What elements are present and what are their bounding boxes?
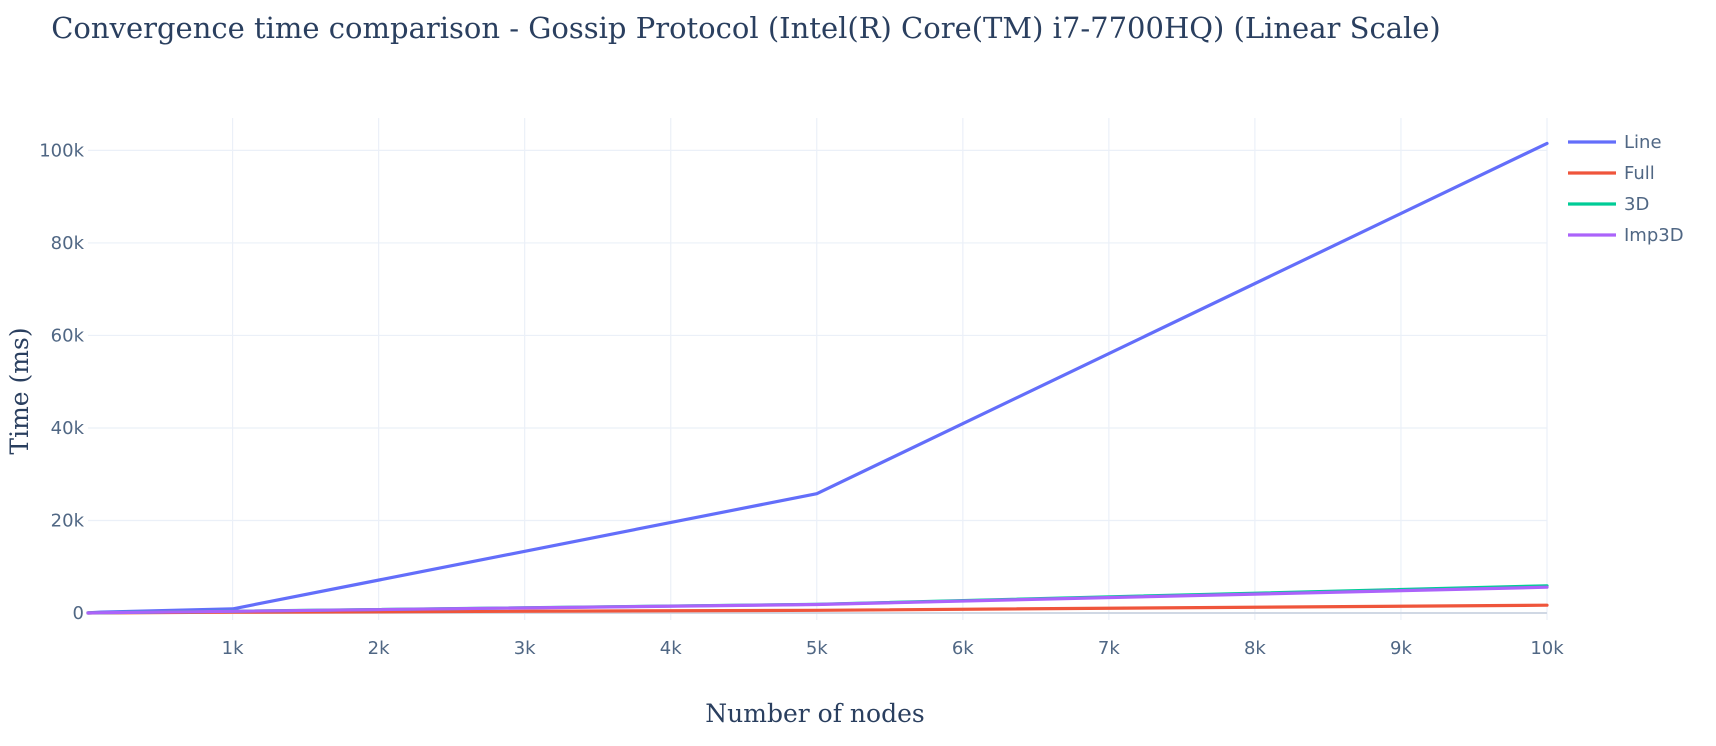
y-tick-label: 0: [73, 603, 84, 624]
x-tick-label: 1k: [222, 638, 244, 659]
x-tick-label: 4k: [660, 638, 682, 659]
y-axis-title: Time (ms): [5, 327, 34, 454]
legend-label: Imp3D: [1624, 225, 1684, 246]
x-tick-label: 6k: [952, 638, 974, 659]
x-tick-label: 2k: [368, 638, 390, 659]
legend-item-3d[interactable]: 3D: [1568, 194, 1649, 215]
plot-area: [86, 141, 1549, 615]
legend-item-line[interactable]: Line: [1568, 132, 1662, 153]
y-tick-label: 80k: [51, 233, 85, 254]
y-tick-label: 60k: [51, 325, 85, 346]
legend-label: 3D: [1624, 194, 1649, 215]
y-tick-label: 40k: [51, 418, 85, 439]
x-axis-title: Number of nodes: [705, 699, 924, 728]
x-tick-label: 3k: [514, 638, 536, 659]
legend-label: Full: [1624, 163, 1655, 184]
x-tick-label: 7k: [1098, 638, 1120, 659]
legend-item-imp3d[interactable]: Imp3D: [1568, 225, 1684, 246]
x-tick-label: 8k: [1244, 638, 1266, 659]
x-tick-label: 9k: [1390, 638, 1412, 659]
chart-title: Convergence time comparison - Gossip Pro…: [51, 11, 1441, 45]
series-line-line: [86, 141, 1549, 615]
legend-item-full[interactable]: Full: [1568, 163, 1655, 184]
axis-ticks: 1k 2k 3k 4k 5k 6k 7k 8k 9k 10k 0 20k 40k 60k 80k 100k: [39, 140, 1564, 659]
y-tick-label: 100k: [39, 140, 84, 161]
x-tick-label: 10k: [1530, 638, 1564, 659]
grid: [88, 118, 1548, 620]
legend: Line Full 3D Imp3D: [1568, 132, 1684, 246]
y-tick-label: 20k: [51, 511, 85, 532]
series-line-imp3d: [86, 585, 1549, 615]
x-tick-label: 5k: [806, 638, 828, 659]
legend-label: Line: [1624, 132, 1662, 153]
